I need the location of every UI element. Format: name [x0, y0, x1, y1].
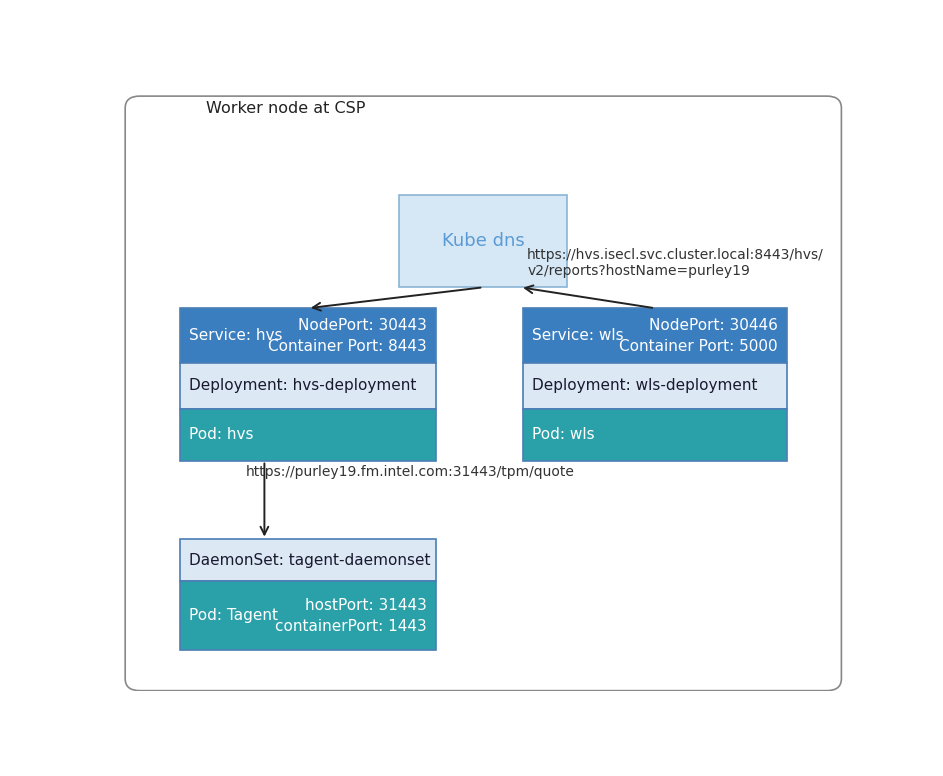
FancyBboxPatch shape	[180, 581, 436, 650]
Text: https://hvs.isecl.svc.cluster.local:8443/hvs/
v2/reports?hostName=purley19: https://hvs.isecl.svc.cluster.local:8443…	[527, 248, 824, 279]
Text: Pod: Tagent: Pod: Tagent	[189, 608, 278, 623]
Text: Deployment: hvs-deployment: Deployment: hvs-deployment	[189, 379, 416, 393]
Text: Kube dns: Kube dns	[442, 232, 524, 250]
Text: Service: hvs: Service: hvs	[189, 328, 282, 343]
Text: hostPort: 31443
containerPort: 1443: hostPort: 31443 containerPort: 1443	[275, 598, 427, 634]
Text: Service: wls: Service: wls	[532, 328, 624, 343]
Text: DaemonSet: tagent-daemonset: DaemonSet: tagent-daemonset	[189, 553, 430, 568]
Text: https://purley19.fm.intel.com:31443/tpm/quote: https://purley19.fm.intel.com:31443/tpm/…	[246, 465, 574, 479]
FancyBboxPatch shape	[125, 96, 841, 691]
Text: Deployment: wls-deployment: Deployment: wls-deployment	[532, 379, 758, 393]
FancyBboxPatch shape	[399, 195, 568, 287]
FancyBboxPatch shape	[523, 308, 786, 363]
Text: NodePort: 30446
Container Port: 5000: NodePort: 30446 Container Port: 5000	[620, 317, 778, 354]
FancyBboxPatch shape	[180, 409, 436, 461]
Text: Pod: hvs: Pod: hvs	[189, 428, 254, 442]
Text: Pod: wls: Pod: wls	[532, 428, 595, 442]
Text: Worker node at CSP: Worker node at CSP	[206, 101, 365, 116]
FancyBboxPatch shape	[523, 363, 786, 409]
Text: NodePort: 30443
Container Port: 8443: NodePort: 30443 Container Port: 8443	[268, 317, 427, 354]
FancyBboxPatch shape	[180, 363, 436, 409]
FancyBboxPatch shape	[523, 409, 786, 461]
FancyBboxPatch shape	[180, 539, 436, 581]
FancyBboxPatch shape	[180, 308, 436, 363]
